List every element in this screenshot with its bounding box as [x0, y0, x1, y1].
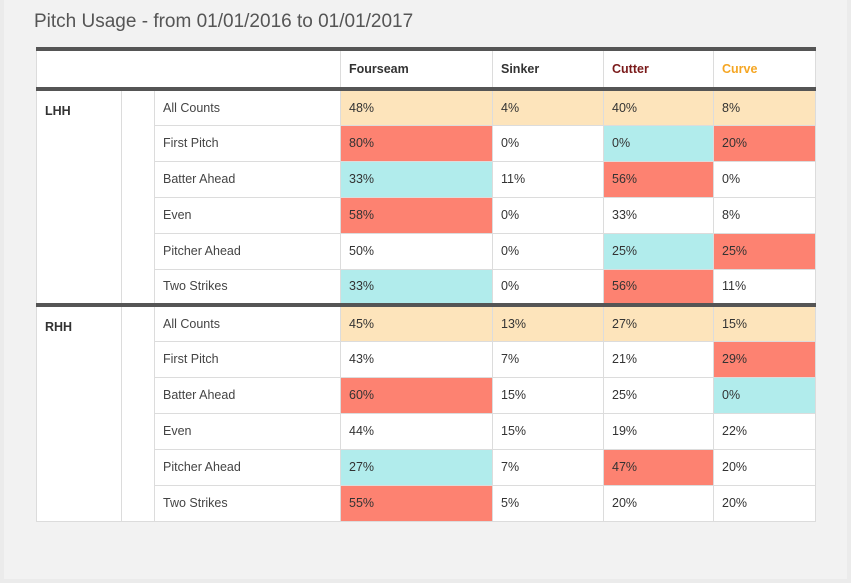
value-fourseam: 60% — [340, 376, 493, 414]
table-header-row: Fourseam Sinker Cutter Curve — [36, 48, 816, 90]
value-cutter: 19% — [603, 412, 714, 450]
value-fourseam: 43% — [340, 340, 493, 378]
count-label: Pitcher Ahead — [154, 448, 341, 486]
table-row: First Pitch 80% 0% 0% 20% — [37, 124, 816, 162]
value-sinker: 0% — [492, 232, 604, 270]
table-row: Even 58% 0% 33% 8% — [37, 196, 816, 234]
value-sinker: 15% — [492, 376, 604, 414]
count-label: Two Strikes — [154, 268, 341, 306]
count-label: All Counts — [154, 88, 341, 126]
count-label: Even — [154, 196, 341, 234]
value-cutter: 0% — [603, 124, 714, 162]
value-fourseam: 48% — [340, 88, 493, 126]
header-fourseam: Fourseam — [340, 48, 493, 90]
table-row: First Pitch 43% 7% 21% 29% — [37, 340, 816, 378]
value-sinker: 5% — [492, 484, 604, 522]
count-label: First Pitch — [154, 340, 341, 378]
value-curve: 29% — [713, 340, 816, 378]
value-sinker: 7% — [492, 340, 604, 378]
value-fourseam: 45% — [340, 304, 493, 342]
value-sinker: 4% — [492, 88, 604, 126]
value-curve: 20% — [713, 484, 816, 522]
count-label: All Counts — [154, 304, 341, 342]
value-cutter: 56% — [603, 268, 714, 306]
value-curve: 20% — [713, 124, 816, 162]
count-label: Batter Ahead — [154, 376, 341, 414]
value-sinker: 11% — [492, 160, 604, 198]
count-label: Pitcher Ahead — [154, 232, 341, 270]
value-fourseam: 44% — [340, 412, 493, 450]
value-curve: 15% — [713, 304, 816, 342]
batter-hand-label: RHH — [36, 304, 122, 522]
value-curve: 8% — [713, 88, 816, 126]
header-cutter: Cutter — [603, 48, 714, 90]
table-row: Even 44% 15% 19% 22% — [37, 412, 816, 450]
pitch-usage-panel: Pitch Usage - from 01/01/2016 to 01/01/2… — [4, 0, 847, 579]
value-curve: 0% — [713, 160, 816, 198]
value-cutter: 25% — [603, 376, 714, 414]
value-cutter: 40% — [603, 88, 714, 126]
header-corner — [36, 48, 341, 90]
value-curve: 0% — [713, 376, 816, 414]
value-sinker: 0% — [492, 124, 604, 162]
value-curve: 8% — [713, 196, 816, 234]
table-row: Two Strikes 33% 0% 56% 11% — [37, 268, 816, 306]
count-label: Two Strikes — [154, 484, 341, 522]
table-row: Two Strikes 55% 5% 20% 20% — [37, 484, 816, 522]
count-label: First Pitch — [154, 124, 341, 162]
value-curve: 20% — [713, 448, 816, 486]
count-label: Batter Ahead — [154, 160, 341, 198]
value-curve: 11% — [713, 268, 816, 306]
group-lhh: LHH All Counts 48% 4% 40% 8% First Pitch 80% 0% 0… — [36, 88, 816, 306]
value-fourseam: 27% — [340, 448, 493, 486]
table-row: Batter Ahead 60% 15% 25% 0% — [37, 376, 816, 414]
table-row: Pitcher Ahead 50% 0% 25% 25% — [37, 232, 816, 270]
value-cutter: 56% — [603, 160, 714, 198]
spacer-cell — [121, 304, 155, 522]
value-sinker: 7% — [492, 448, 604, 486]
page-title: Pitch Usage - from 01/01/2016 to 01/01/2… — [34, 11, 414, 32]
value-sinker: 13% — [492, 304, 604, 342]
header-curve: Curve — [713, 48, 816, 90]
pitch-usage-table: Fourseam Sinker Cutter Curve LHH All Coun… — [36, 47, 816, 522]
header-sinker: Sinker — [492, 48, 604, 90]
table-row: Batter Ahead 33% 11% 56% 0% — [37, 160, 816, 198]
value-cutter: 21% — [603, 340, 714, 378]
value-cutter: 27% — [603, 304, 714, 342]
value-cutter: 47% — [603, 448, 714, 486]
spacer-cell — [121, 88, 155, 306]
value-fourseam: 55% — [340, 484, 493, 522]
value-cutter: 33% — [603, 196, 714, 234]
value-fourseam: 33% — [340, 160, 493, 198]
group-rhh: RHH All Counts 45% 13% 27% 15% First Pitch 43% 7… — [36, 304, 816, 522]
value-cutter: 20% — [603, 484, 714, 522]
batter-hand-label: LHH — [36, 88, 122, 306]
value-fourseam: 80% — [340, 124, 493, 162]
value-fourseam: 33% — [340, 268, 493, 306]
value-curve: 25% — [713, 232, 816, 270]
table-row: RHH All Counts 45% 13% 27% 15% — [36, 304, 816, 522]
count-label: Even — [154, 412, 341, 450]
value-sinker: 15% — [492, 412, 604, 450]
value-sinker: 0% — [492, 196, 604, 234]
table-row: LHH All Counts 48% 4% 40% 8% — [36, 88, 816, 306]
value-curve: 22% — [713, 412, 816, 450]
value-fourseam: 58% — [340, 196, 493, 234]
value-fourseam: 50% — [340, 232, 493, 270]
value-cutter: 25% — [603, 232, 714, 270]
value-sinker: 0% — [492, 268, 604, 306]
